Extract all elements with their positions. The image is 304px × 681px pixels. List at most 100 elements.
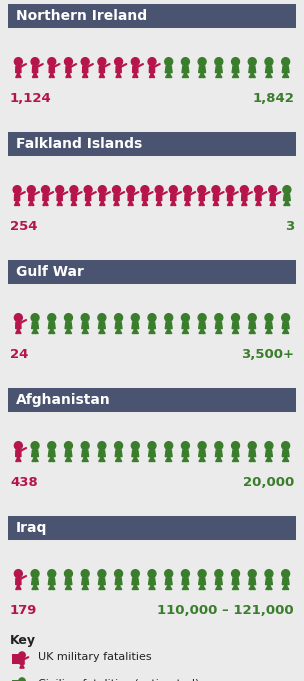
Text: Iraq: Iraq	[16, 521, 47, 535]
Polygon shape	[182, 585, 187, 590]
Polygon shape	[282, 457, 287, 462]
Polygon shape	[266, 329, 270, 334]
Circle shape	[31, 58, 39, 65]
Text: 179: 179	[10, 604, 37, 617]
Polygon shape	[134, 73, 138, 78]
Polygon shape	[30, 201, 34, 206]
Polygon shape	[242, 201, 245, 206]
Circle shape	[282, 570, 290, 577]
Circle shape	[169, 186, 177, 193]
Polygon shape	[182, 578, 189, 585]
Circle shape	[81, 570, 89, 577]
Circle shape	[127, 186, 135, 193]
Circle shape	[265, 570, 273, 577]
Polygon shape	[142, 194, 147, 201]
Circle shape	[212, 186, 220, 193]
Polygon shape	[232, 329, 237, 334]
Circle shape	[181, 570, 189, 577]
Circle shape	[98, 58, 106, 65]
Polygon shape	[232, 585, 237, 590]
Text: 24: 24	[10, 348, 28, 361]
Text: Northern Ireland: Northern Ireland	[16, 9, 147, 23]
Polygon shape	[182, 73, 187, 78]
Polygon shape	[82, 66, 88, 73]
Polygon shape	[83, 73, 86, 78]
Circle shape	[48, 58, 56, 65]
Circle shape	[31, 442, 39, 449]
Polygon shape	[199, 329, 203, 334]
Polygon shape	[282, 450, 289, 457]
Text: Afghanistan: Afghanistan	[16, 393, 111, 407]
Circle shape	[232, 442, 240, 449]
Circle shape	[14, 442, 22, 449]
Polygon shape	[82, 585, 86, 590]
Circle shape	[56, 186, 64, 193]
Circle shape	[81, 442, 89, 449]
Polygon shape	[114, 194, 119, 201]
Circle shape	[27, 186, 35, 193]
Polygon shape	[184, 73, 188, 78]
Polygon shape	[49, 585, 53, 590]
Polygon shape	[265, 578, 272, 585]
Circle shape	[181, 314, 189, 321]
Polygon shape	[85, 194, 91, 201]
Polygon shape	[285, 73, 289, 78]
Polygon shape	[16, 322, 21, 329]
Polygon shape	[100, 201, 103, 206]
Polygon shape	[268, 73, 272, 78]
Polygon shape	[151, 73, 155, 78]
Polygon shape	[48, 322, 55, 329]
Polygon shape	[216, 73, 220, 78]
Polygon shape	[182, 457, 187, 462]
Polygon shape	[133, 66, 138, 73]
Polygon shape	[266, 73, 270, 78]
Polygon shape	[49, 457, 53, 462]
Polygon shape	[128, 194, 133, 201]
Circle shape	[131, 58, 139, 65]
Polygon shape	[199, 450, 206, 457]
Polygon shape	[151, 585, 155, 590]
Polygon shape	[16, 585, 19, 590]
Polygon shape	[251, 457, 255, 462]
Polygon shape	[130, 201, 133, 206]
Circle shape	[48, 570, 56, 577]
Polygon shape	[84, 457, 88, 462]
Polygon shape	[17, 329, 21, 334]
Polygon shape	[65, 578, 72, 585]
Polygon shape	[215, 201, 219, 206]
Polygon shape	[43, 194, 48, 201]
Polygon shape	[266, 585, 270, 590]
Polygon shape	[257, 201, 261, 206]
Polygon shape	[149, 329, 153, 334]
Polygon shape	[20, 664, 23, 668]
Circle shape	[98, 186, 106, 193]
Polygon shape	[201, 457, 205, 462]
Polygon shape	[149, 457, 153, 462]
Circle shape	[19, 678, 25, 681]
Polygon shape	[98, 450, 105, 457]
Polygon shape	[116, 66, 121, 73]
Polygon shape	[32, 457, 36, 462]
Circle shape	[198, 314, 206, 321]
Polygon shape	[285, 585, 289, 590]
Polygon shape	[282, 66, 289, 73]
Polygon shape	[168, 73, 172, 78]
Circle shape	[226, 186, 234, 193]
FancyBboxPatch shape	[8, 260, 296, 284]
Polygon shape	[266, 457, 270, 462]
Polygon shape	[265, 66, 272, 73]
Text: 20,000: 20,000	[243, 476, 294, 489]
Polygon shape	[132, 322, 139, 329]
Polygon shape	[282, 322, 289, 329]
Polygon shape	[17, 73, 21, 78]
Polygon shape	[65, 585, 70, 590]
Polygon shape	[216, 457, 220, 462]
Polygon shape	[186, 201, 190, 206]
Circle shape	[64, 570, 72, 577]
Polygon shape	[201, 73, 205, 78]
Circle shape	[215, 570, 223, 577]
Circle shape	[198, 570, 206, 577]
Polygon shape	[29, 201, 33, 206]
Circle shape	[198, 442, 206, 449]
Polygon shape	[32, 322, 39, 329]
